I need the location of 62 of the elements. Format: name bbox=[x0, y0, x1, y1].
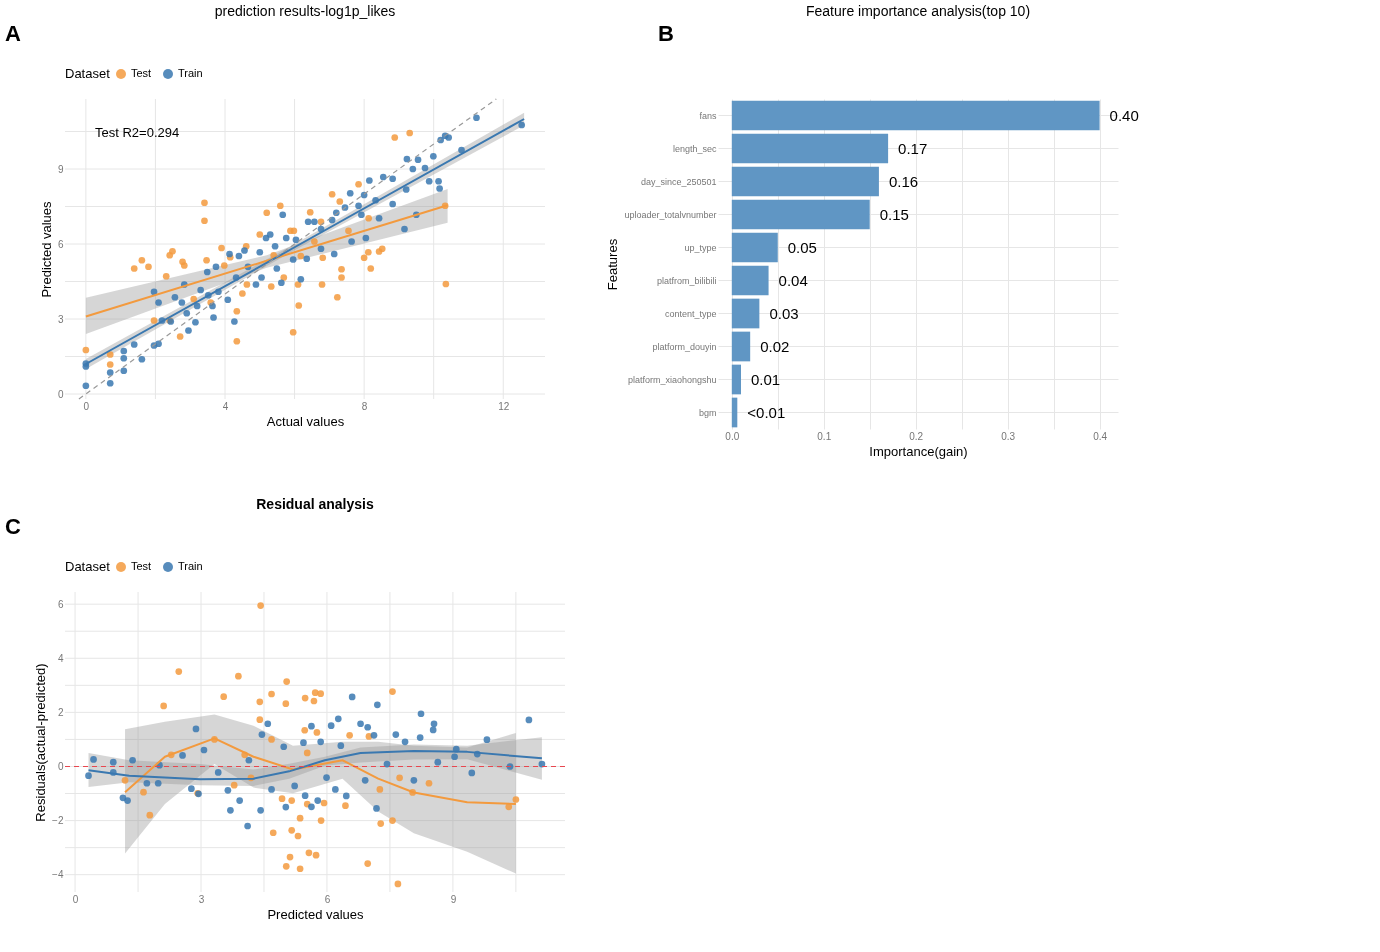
legend-label: Train bbox=[178, 67, 203, 79]
x-tick-label: 0 bbox=[72, 893, 79, 905]
legend-title: Dataset bbox=[65, 66, 111, 81]
y-tick-label: bgm bbox=[698, 407, 717, 418]
text: B bbox=[658, 21, 674, 46]
data-label: 0.04 bbox=[778, 271, 808, 289]
data-label: 0.03 bbox=[769, 304, 799, 322]
data-label: 0.01 bbox=[750, 370, 781, 388]
text: A bbox=[5, 21, 21, 46]
y-tick-label: 6 bbox=[57, 238, 64, 250]
x-tick-label: 12 bbox=[498, 400, 510, 412]
x-tick-label: 0.4 bbox=[1093, 430, 1108, 442]
x-tick-label: 0.1 bbox=[817, 430, 832, 442]
legend-label: Test bbox=[131, 67, 152, 79]
text: C bbox=[5, 514, 21, 539]
x-axis-title: Importance(gain) bbox=[869, 443, 968, 459]
y-tick-label: fans bbox=[699, 110, 717, 121]
x-tick-label: 6 bbox=[324, 893, 331, 905]
y-axis-title: Residuals(actual-predicted) bbox=[33, 663, 49, 822]
y-tick-label: content_type bbox=[664, 308, 717, 319]
y-tick-label: day_since_250501 bbox=[640, 176, 717, 187]
x-tick-label: 0.3 bbox=[1001, 430, 1016, 442]
data-label: 0.05 bbox=[787, 238, 817, 256]
y-tick-label: 9 bbox=[57, 163, 64, 175]
chart-title: Feature importance analysis(top 10) bbox=[805, 3, 1031, 19]
x-tick-label: 0.2 bbox=[909, 430, 924, 442]
x-tick-label: 4 bbox=[222, 400, 229, 412]
chart-title: prediction results-log1p_likes bbox=[214, 3, 396, 19]
x-tick-label: 3 bbox=[198, 893, 205, 905]
annotation: Test R2=0.294 bbox=[95, 125, 180, 140]
y-tick-label: −4 bbox=[52, 869, 64, 881]
y-tick-label: 0 bbox=[57, 388, 64, 400]
x-axis-title: Predicted values bbox=[267, 906, 365, 922]
y-tick-label: length_sec bbox=[672, 143, 717, 154]
data-label: 0.16 bbox=[888, 172, 919, 190]
y-tick-label: 0 bbox=[57, 760, 64, 772]
y-axis-title: Predicted values bbox=[38, 200, 54, 298]
data-label: 0.40 bbox=[1109, 106, 1139, 124]
data-label: <0.01 bbox=[747, 403, 786, 421]
y-tick-label: 3 bbox=[57, 313, 64, 325]
y-tick-label: platform_xiaohongshu bbox=[627, 374, 717, 385]
x-tick-label: 0.0 bbox=[725, 430, 740, 442]
legend-label: Train bbox=[178, 560, 203, 572]
data-label: 0.15 bbox=[879, 205, 909, 223]
y-axis-title: Features bbox=[605, 238, 621, 291]
y-tick-label: −2 bbox=[52, 815, 64, 827]
y-tick-label: uploader_totalvnumber bbox=[624, 209, 717, 220]
y-tick-label: platfrom_bilibili bbox=[656, 275, 717, 286]
y-tick-label: 4 bbox=[57, 652, 64, 664]
y-tick-label: 2 bbox=[57, 706, 64, 718]
data-label: 0.02 bbox=[760, 337, 790, 355]
x-tick-label: 9 bbox=[450, 893, 457, 905]
y-tick-label: 6 bbox=[57, 598, 64, 610]
data-label: 0.17 bbox=[898, 139, 928, 157]
legend-label: Test bbox=[131, 560, 152, 572]
x-axis-title: Actual values bbox=[266, 413, 345, 429]
y-tick-label: up_type bbox=[684, 242, 717, 253]
legend-title: Dataset bbox=[65, 559, 111, 574]
x-tick-label: 0 bbox=[83, 400, 90, 412]
x-tick-label: 8 bbox=[361, 400, 368, 412]
chart-title: Residual analysis bbox=[256, 496, 374, 512]
y-tick-label: platform_douyin bbox=[652, 341, 717, 352]
